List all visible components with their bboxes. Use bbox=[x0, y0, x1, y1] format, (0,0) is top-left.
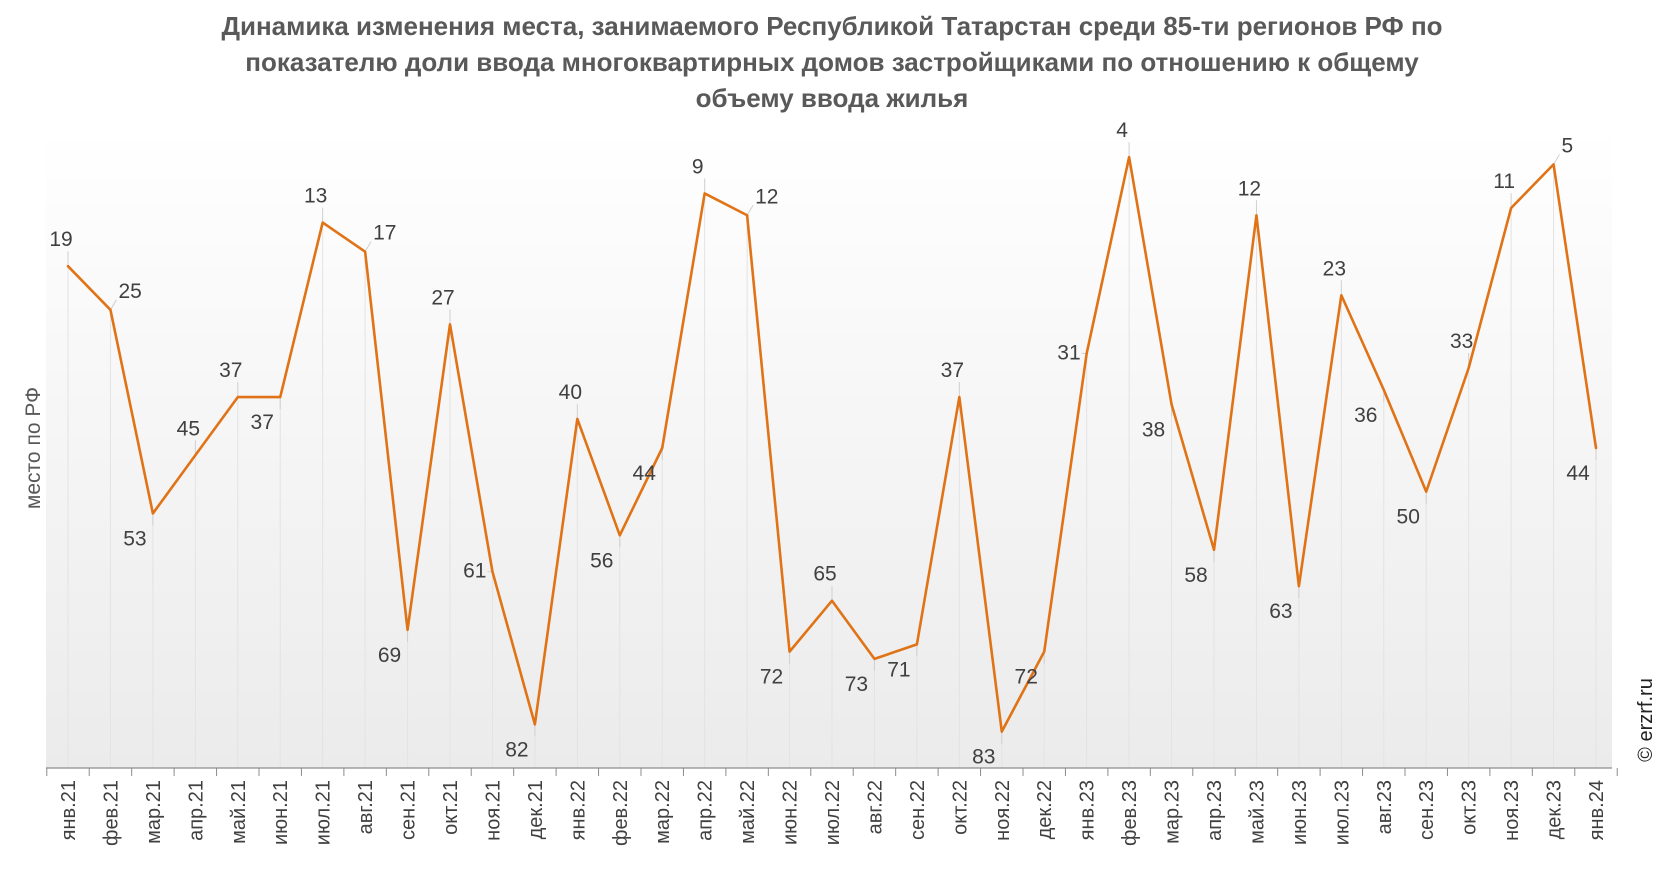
label-leader-lines bbox=[67, 142, 1597, 744]
data-label: 40 bbox=[559, 381, 582, 404]
x-tick-label: мар.21 bbox=[143, 780, 165, 844]
data-labels: 1925534537371317692761824056449127265737… bbox=[49, 119, 1590, 769]
data-label: 83 bbox=[972, 746, 995, 769]
chart-title-line-1: Динамика изменения места, занимаемого Ре… bbox=[221, 11, 1443, 41]
data-label: 56 bbox=[590, 549, 613, 572]
x-tick-label: май.21 bbox=[228, 780, 250, 844]
data-label: 33 bbox=[1450, 330, 1473, 353]
data-label: 36 bbox=[1354, 404, 1377, 427]
x-tick-label: июл.22 bbox=[822, 780, 844, 845]
x-tick-label: апр.22 bbox=[695, 780, 717, 841]
x-tick-label: ноя.21 bbox=[482, 780, 504, 841]
data-label: 23 bbox=[1323, 257, 1346, 280]
x-tick-label: фев.22 bbox=[610, 780, 632, 846]
chart-title-line-3: объему ввода жилья bbox=[695, 83, 969, 113]
data-label: 72 bbox=[1015, 666, 1038, 689]
data-label: 5 bbox=[1562, 134, 1574, 157]
x-tick-label: окт.23 bbox=[1459, 780, 1481, 835]
data-label: 45 bbox=[177, 417, 200, 440]
x-tick-label: янв.22 bbox=[567, 780, 589, 840]
data-label: 13 bbox=[304, 185, 327, 208]
x-axis-ticks bbox=[46, 768, 1618, 776]
data-label: 61 bbox=[463, 560, 486, 583]
x-tick-label: апр.21 bbox=[185, 780, 207, 841]
x-tick-label: дек.22 bbox=[1034, 780, 1056, 839]
label-leader bbox=[110, 299, 117, 311]
series-line bbox=[66, 155, 1598, 733]
x-tick-label: дек.23 bbox=[1544, 780, 1566, 839]
data-label: 53 bbox=[123, 527, 146, 550]
data-label: 37 bbox=[941, 359, 964, 382]
x-tick-label: фев.21 bbox=[100, 780, 122, 846]
data-label: 71 bbox=[887, 658, 910, 681]
data-label: 37 bbox=[251, 411, 274, 434]
x-tick-label: июл.23 bbox=[1331, 780, 1353, 845]
data-label: 38 bbox=[1142, 418, 1165, 441]
x-tick-label: июл.21 bbox=[313, 780, 335, 845]
x-tick-label: июн.23 bbox=[1289, 780, 1311, 845]
plot-area bbox=[46, 128, 1612, 768]
x-tick-label: май.23 bbox=[1246, 780, 1268, 844]
x-axis-labels: янв.21 фев.21 мар.21 апр.21 май.21 июн.21 июл.… bbox=[58, 780, 1608, 846]
x-tick-label: дек.21 bbox=[525, 780, 547, 839]
x-tick-label: сен.23 bbox=[1416, 780, 1438, 840]
x-tick-label: мар.23 bbox=[1162, 780, 1184, 844]
data-label: 12 bbox=[755, 185, 778, 208]
x-tick-label: фев.23 bbox=[1119, 780, 1141, 846]
label-leader bbox=[746, 205, 754, 216]
x-tick-label: мар.22 bbox=[652, 780, 674, 844]
chart-title-line-2: показателю доли ввода многоквартирных до… bbox=[245, 47, 1419, 77]
data-label: 82 bbox=[505, 738, 528, 761]
x-tick-label: июн.21 bbox=[270, 780, 292, 845]
data-label: 11 bbox=[1493, 170, 1515, 193]
x-tick-label: ноя.22 bbox=[992, 780, 1014, 841]
data-label: 72 bbox=[760, 666, 783, 689]
data-label: 44 bbox=[633, 462, 657, 485]
x-tick-label: июн.22 bbox=[780, 780, 802, 845]
y-axis-label: место по РФ bbox=[22, 387, 45, 509]
data-label: 31 bbox=[1057, 341, 1080, 364]
data-label: 50 bbox=[1397, 506, 1420, 529]
data-label: 73 bbox=[845, 673, 868, 696]
x-tick-label: авг.21 bbox=[355, 780, 377, 834]
x-tick-label: ноя.23 bbox=[1501, 780, 1523, 841]
data-label: 17 bbox=[373, 222, 396, 245]
data-label: 4 bbox=[1116, 119, 1128, 142]
data-label: 58 bbox=[1184, 564, 1207, 587]
chart-title: Динамика изменения места, занимаемого Ре… bbox=[0, 8, 1664, 116]
data-label: 19 bbox=[49, 228, 72, 251]
data-label: 65 bbox=[813, 563, 836, 586]
x-tick-label: сен.21 bbox=[398, 780, 420, 840]
data-label: 27 bbox=[431, 286, 454, 309]
data-label: 25 bbox=[118, 280, 141, 303]
x-tick-label: май.22 bbox=[737, 780, 759, 844]
x-tick-label: авг.22 bbox=[864, 780, 886, 834]
x-tick-label: окт.21 bbox=[440, 780, 462, 835]
data-label: 44 bbox=[1566, 462, 1590, 485]
x-tick-label: янв.23 bbox=[1077, 780, 1099, 840]
grid-lines bbox=[67, 157, 1597, 768]
label-leader bbox=[364, 241, 372, 252]
x-tick-label: апр.23 bbox=[1204, 780, 1226, 841]
x-tick-label: авг.23 bbox=[1374, 780, 1396, 834]
data-label: 37 bbox=[219, 359, 242, 382]
data-label: 9 bbox=[692, 155, 704, 178]
x-tick-label: янв.21 bbox=[58, 780, 80, 840]
x-tick-label: сен.22 bbox=[907, 780, 929, 840]
x-tick-label: янв.24 bbox=[1586, 780, 1608, 840]
data-label: 12 bbox=[1238, 177, 1261, 200]
label-leader bbox=[1553, 154, 1560, 165]
data-label: 63 bbox=[1269, 600, 1292, 623]
watermark: © erzrf.ru bbox=[1635, 678, 1657, 762]
x-tick-label: окт.22 bbox=[949, 780, 971, 835]
data-label: 69 bbox=[378, 644, 401, 667]
